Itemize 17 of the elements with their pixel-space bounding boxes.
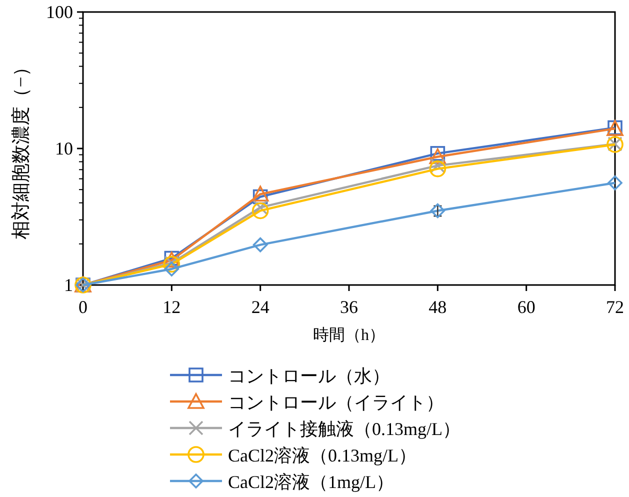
legend-label: コントロール（イライト） [228,392,444,412]
legend-label: CaCl2溶液（0.13mg/L） [228,446,416,466]
y-tick-label: 10 [55,138,73,158]
y-tick-label: 100 [46,2,73,22]
x-tick-label: 0 [78,297,88,317]
x-axis-title: 時間（h） [313,326,385,344]
x-tick-label: 12 [162,297,181,317]
x-tick-label: 72 [606,297,624,317]
y-axis-title: 相対細胞数濃度（−） [10,58,32,240]
legend-label: コントロール（水） [228,366,390,386]
legend-label: CaCl2溶液（1mg/L） [228,472,394,492]
legend-label: イライト接触液（0.13mg/L） [228,419,460,439]
x-tick-label: 24 [251,297,270,317]
x-tick-label: 60 [517,297,536,317]
y-tick-label: 1 [64,275,73,295]
x-tick-label: 36 [340,297,358,317]
x-tick-label: 48 [428,297,447,317]
